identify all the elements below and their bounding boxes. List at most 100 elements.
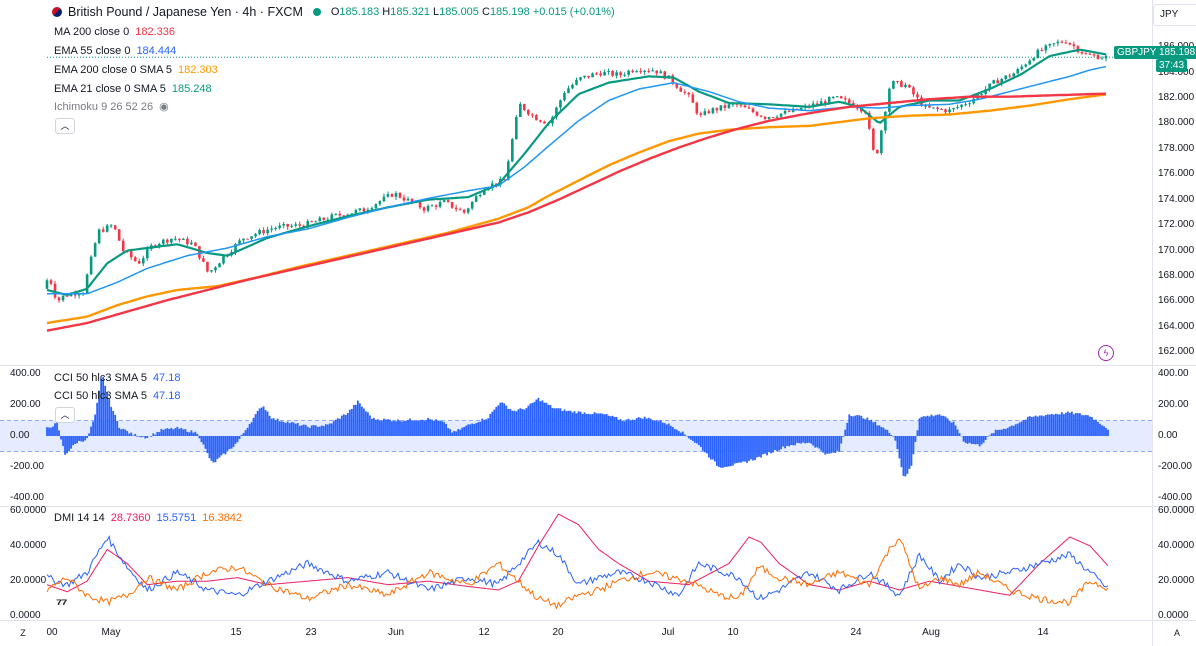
cci-bar (236, 436, 239, 443)
cci-bar (80, 436, 82, 442)
cci-bar (629, 420, 632, 436)
cci-bar (427, 417, 429, 436)
cci-bar (138, 436, 141, 437)
cci-bar (555, 408, 558, 436)
candle-body (342, 215, 346, 217)
cci-bar (986, 436, 989, 437)
cci-bar (497, 405, 500, 436)
candle-body (378, 201, 382, 205)
cci-bar (158, 432, 161, 436)
symbol-title[interactable]: British Pound / Japanese Yen · 4h · FXCM (68, 5, 303, 19)
cci-bar (852, 416, 855, 436)
legend-cci-2[interactable]: CCI 50 hlc3 SMA 5 47.18 (54, 390, 181, 402)
cci-bar (342, 414, 345, 436)
cci-bar (1022, 419, 1025, 436)
cci-bar (216, 436, 219, 459)
cci-bar (515, 411, 518, 436)
cci-bar (681, 431, 684, 436)
cci-bar (389, 419, 391, 436)
cci-bar (579, 411, 582, 436)
cci-bar (358, 403, 361, 436)
cci-bar (912, 436, 915, 455)
cci-bar (1077, 413, 1079, 436)
cci-bar (310, 425, 313, 436)
cci-bar (485, 419, 488, 436)
candle-body (711, 108, 715, 114)
collapse-cci-legend-button[interactable]: ︿ (55, 407, 75, 423)
cci-bar (998, 429, 1001, 436)
collapse-legend-button[interactable]: ︿ (55, 118, 75, 134)
candle-body (671, 75, 675, 84)
candle-body (438, 202, 442, 207)
cci-bar (946, 418, 949, 436)
tradingview-logo[interactable]: ⁷⁷ (56, 596, 67, 613)
cci-bar (976, 436, 979, 445)
candle-body (218, 263, 221, 268)
cci-bar (381, 420, 383, 436)
cci-bar (699, 436, 702, 448)
candle-body (330, 214, 334, 220)
cci-bar (447, 428, 450, 436)
cci-bar (565, 411, 568, 436)
auto-scale-button[interactable]: A (1170, 626, 1184, 640)
candle-body (948, 109, 951, 113)
cci-bar (72, 436, 74, 446)
currency-button[interactable]: JPY (1153, 4, 1196, 26)
cci-bar (270, 418, 273, 436)
cci-bar (653, 420, 656, 436)
candle-body (502, 179, 506, 181)
candle-body (663, 71, 667, 79)
cci-bar (878, 425, 881, 436)
x-tick-label: 14 (1037, 627, 1049, 638)
candle-body (587, 75, 590, 78)
legend-dmi[interactable]: DMI 14 14 28.7360 15.5751 16.3842 (54, 512, 243, 524)
candle-body (1004, 75, 1008, 79)
candle-body (1020, 66, 1024, 70)
hidden-eye-icon[interactable]: ◉ (159, 101, 169, 113)
high-value: 185.321 (390, 6, 430, 18)
candle-body (956, 107, 959, 109)
cci-bar (525, 408, 528, 436)
x-tick-label: 00 (46, 627, 58, 638)
cci-bar (641, 418, 644, 436)
legend-ichimoku[interactable]: Ichimoku 9 26 52 26 ◉ (54, 101, 169, 113)
candle-body (679, 87, 683, 92)
cci-bar (1085, 415, 1087, 436)
legend-ma200[interactable]: MA 200 close 0 182.336 (54, 26, 175, 38)
cci-bar (651, 420, 654, 436)
candle-body (507, 161, 510, 181)
low-value: 185.005 (439, 6, 479, 18)
cci-bar (840, 436, 843, 444)
cci-bar (76, 436, 78, 444)
cci-bar (483, 419, 486, 436)
cci-bar (932, 416, 935, 436)
cci-bar (176, 426, 179, 436)
lightning-icon[interactable]: ϟ (1098, 345, 1114, 361)
legend-ema200[interactable]: EMA 200 close 0 SMA 5 182.303 (54, 64, 218, 76)
candle-body (603, 71, 606, 76)
legend-ema55[interactable]: EMA 55 close 0 184.444 (54, 45, 177, 57)
cci-bar (116, 420, 119, 436)
candle-body (675, 83, 679, 88)
cci-bar (623, 421, 626, 436)
timezone-button[interactable]: Z (16, 626, 30, 640)
y-tick-label-left: 40.0000 (10, 539, 47, 551)
cci-bar (152, 433, 155, 436)
candle-body (559, 100, 562, 108)
cci-bar (302, 424, 305, 436)
candle-body (607, 70, 610, 72)
ohlc-values: O185.183 H185.321 L185.005 C185.198 +0.0… (330, 6, 615, 18)
candle-body (932, 107, 935, 109)
candle-body (779, 113, 783, 117)
legend-ema21[interactable]: EMA 21 close 0 SMA 5 185.248 (54, 83, 212, 95)
cci-bar (774, 436, 776, 450)
cci-bar (48, 427, 50, 436)
candle-body (210, 270, 213, 272)
candle-body (350, 213, 354, 215)
cci-bar (401, 421, 403, 436)
legend-cci-1[interactable]: CCI 50 hlc3 SMA 5 47.18 (54, 372, 181, 384)
candle-body (234, 244, 237, 253)
candle-body (839, 96, 843, 99)
cci-bar (1091, 417, 1093, 436)
